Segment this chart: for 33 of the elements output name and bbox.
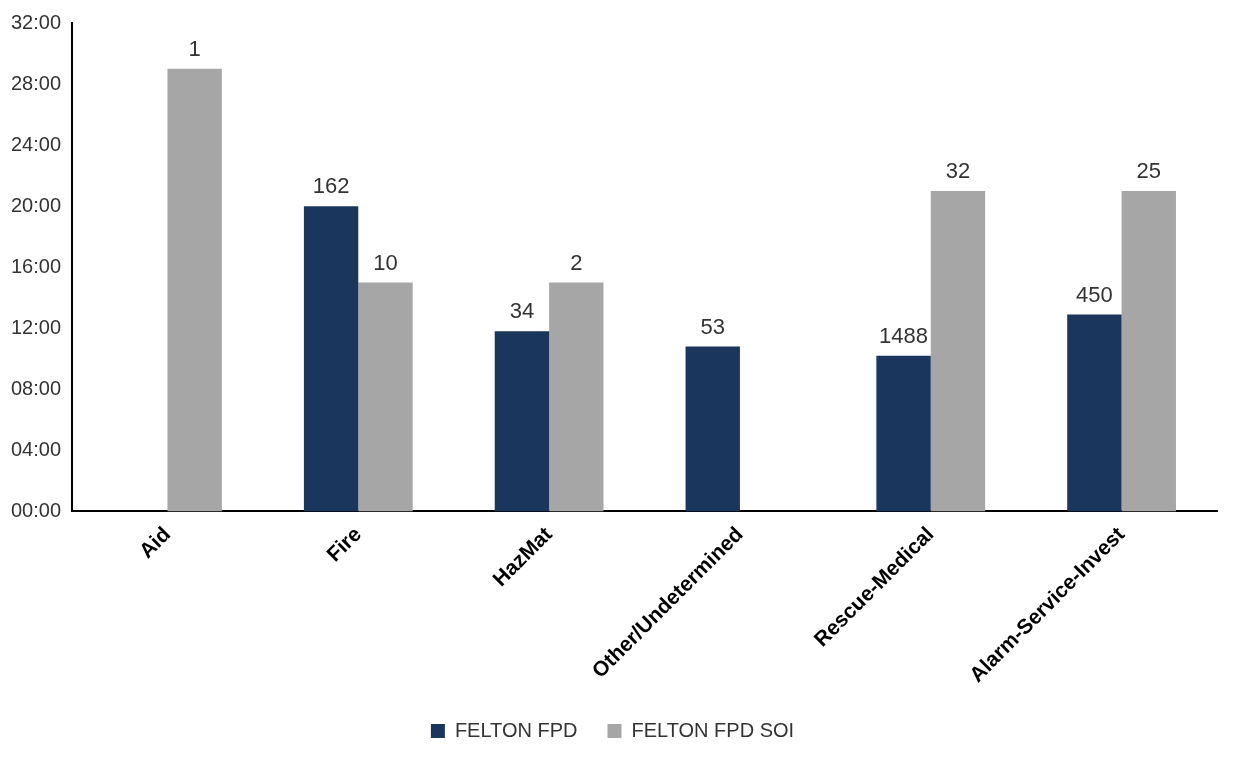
bar [167, 68, 222, 512]
bar [685, 346, 740, 512]
annotation: 162 [312, 173, 350, 199]
y-tick-label: 04:00 [10, 437, 62, 460]
legend-label: FELTON FPD SOI [631, 718, 795, 741]
annotation: 2 [570, 249, 583, 275]
y-tick-label: 12:00 [10, 315, 62, 338]
bar [549, 282, 604, 512]
annotation: 32 [945, 157, 971, 183]
annotation: 34 [509, 298, 535, 324]
x-tick-label: Fire [321, 522, 366, 566]
annotation: 53 [700, 313, 725, 339]
bar [494, 331, 550, 512]
y-tick-label: 08:00 [10, 376, 62, 399]
bar [1067, 314, 1122, 512]
annotation: 1 [188, 35, 201, 61]
bar [358, 282, 413, 512]
y-tick-label: 28:00 [10, 71, 62, 94]
annotation: 10 [373, 249, 398, 275]
bar [1121, 190, 1176, 512]
bar [876, 355, 931, 512]
y-tick-label: 00:00 [10, 498, 62, 521]
y-tick-label: 32:00 [10, 10, 62, 33]
y-tick-label: 16:00 [10, 254, 62, 277]
annotation: 1488 [879, 322, 929, 348]
bar [930, 190, 986, 512]
y-tick-label: 24:00 [10, 132, 62, 155]
y-tick-label: 20:00 [10, 193, 62, 216]
annotation: 25 [1136, 157, 1162, 183]
annotation: 450 [1076, 281, 1113, 307]
x-tick-label: Aid [134, 522, 175, 563]
legend-label: FELTON FPD [454, 718, 578, 741]
bar [303, 206, 359, 512]
